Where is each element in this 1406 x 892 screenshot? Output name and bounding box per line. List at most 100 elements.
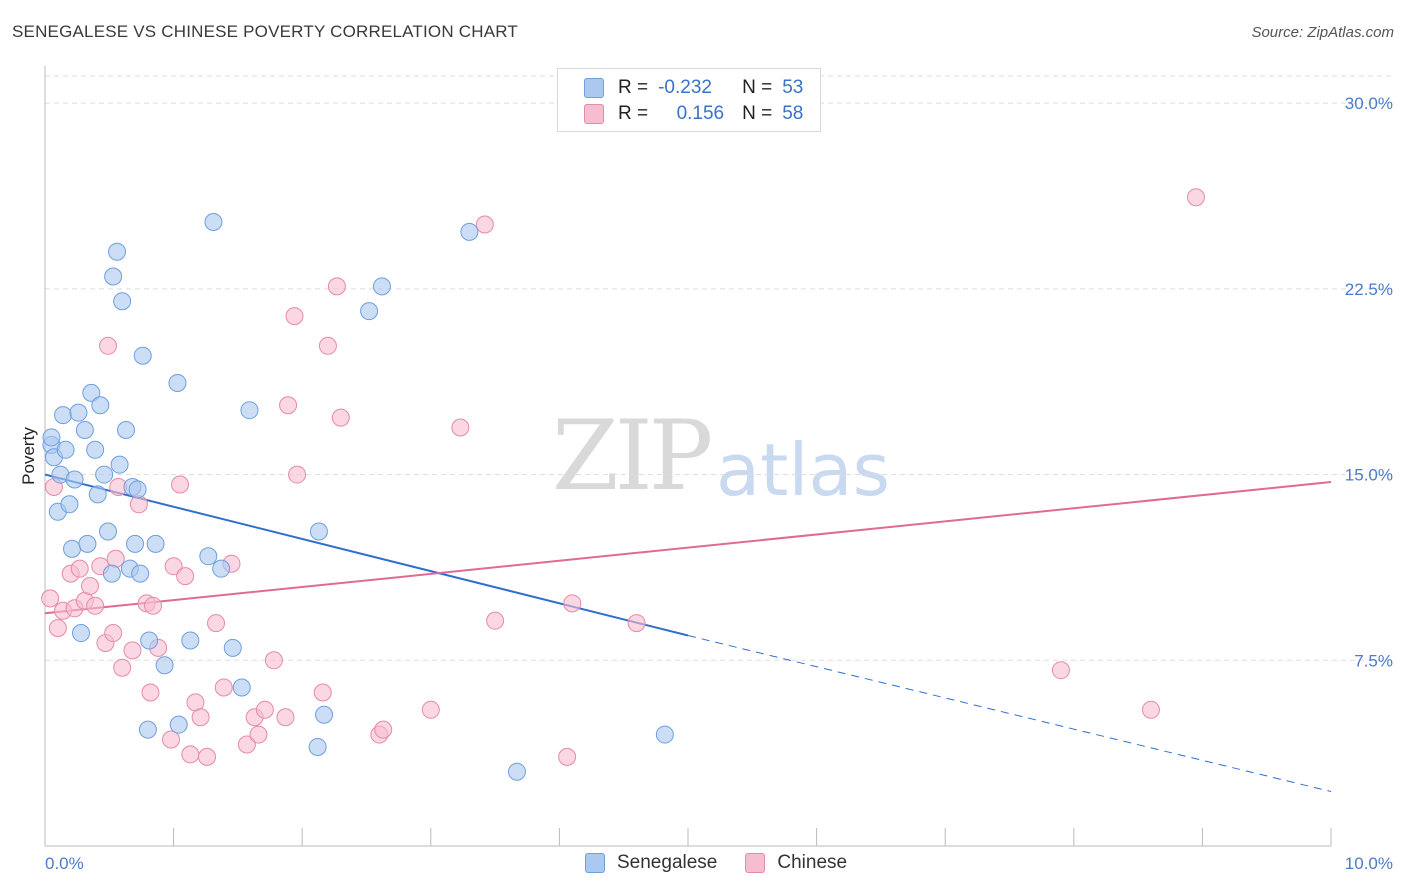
chinese-point xyxy=(1051,661,1070,680)
chinese-point xyxy=(313,683,332,702)
y-tick-label: 15.0% xyxy=(1345,466,1393,485)
chinese-point xyxy=(191,708,210,727)
chinese-point xyxy=(255,700,274,719)
senegalese-point xyxy=(88,485,107,504)
senegalese-point xyxy=(181,631,200,650)
senegalese-point xyxy=(113,292,132,311)
chinese-point xyxy=(1141,700,1160,719)
senegalese-point xyxy=(54,406,73,425)
legend-row-chinese: R = 0.156 N = 58 xyxy=(584,102,803,126)
chinese-point xyxy=(181,745,200,764)
legend-item-label: Senegalese xyxy=(617,852,718,873)
senegalese-point xyxy=(82,383,101,402)
y-tick-label: 22.5% xyxy=(1345,280,1393,299)
senegalese-point xyxy=(507,762,526,781)
senegalese-point xyxy=(308,737,327,756)
chinese-point xyxy=(279,396,298,415)
senegalese-point xyxy=(86,440,105,459)
senegalese-point xyxy=(309,522,328,541)
chinese-point xyxy=(106,549,125,568)
chinese-point xyxy=(288,465,307,484)
legend-n-label: N = xyxy=(742,77,773,98)
chinese-point xyxy=(475,215,494,234)
legend-row-senegalese: R = -0.232 N = 53 xyxy=(584,76,803,100)
axis-labels: 7.5% 15.0% 22.5% 30.0% 0.0% 10.0% Poverty xyxy=(19,94,1393,873)
senegalese-point xyxy=(138,720,157,739)
chinese-point xyxy=(285,307,304,326)
senegalese-legend-swatch xyxy=(585,853,605,873)
chinese-point xyxy=(162,730,181,749)
legend-item-label: Chinese xyxy=(777,852,848,873)
senegalese-point xyxy=(126,534,145,553)
chinese-point xyxy=(123,641,142,660)
senegalese-point xyxy=(360,302,379,321)
senegalese-point xyxy=(95,465,114,484)
chinese-legend-swatch xyxy=(745,853,766,873)
chinese-point xyxy=(144,596,163,615)
senegalese-point xyxy=(155,656,174,675)
chinese-point xyxy=(264,651,283,670)
chinese-point xyxy=(70,559,89,578)
senegalese-point xyxy=(91,396,110,415)
senegalese-point xyxy=(372,277,391,296)
senegalese-point xyxy=(133,346,152,365)
chinese-trend-line xyxy=(44,481,1332,615)
legend-n-value: 58 xyxy=(782,103,804,124)
chinese-point xyxy=(374,720,393,739)
x-tick-label: 10.0% xyxy=(1345,854,1393,873)
chinese-point xyxy=(164,557,183,576)
data-points xyxy=(41,188,1205,781)
senegalese-point xyxy=(65,470,84,489)
senegalese-point xyxy=(199,547,218,566)
legend-n-label: N = xyxy=(742,103,773,124)
legend-r-value: -0.232 xyxy=(658,77,712,98)
chinese-point xyxy=(421,700,440,719)
chinese-point xyxy=(276,708,295,727)
chinese-point xyxy=(176,567,195,586)
chinese-point xyxy=(214,678,233,697)
senegalese-point xyxy=(169,715,188,734)
legend-item-chinese[interactable]: Chinese xyxy=(745,852,847,874)
senegalese-point xyxy=(56,440,75,459)
chinese-point xyxy=(171,475,190,494)
senegalese-point xyxy=(128,480,147,499)
legend-item-senegalese[interactable]: Senegalese xyxy=(585,852,717,874)
chinese-point xyxy=(99,336,118,355)
senegalese-point xyxy=(108,242,127,261)
legend-r-value: 0.156 xyxy=(676,103,725,124)
senegalese-point xyxy=(315,705,334,724)
senegalese-point xyxy=(60,495,79,514)
chinese-point xyxy=(207,614,226,633)
chinese-point xyxy=(104,624,123,643)
y-tick-label: 7.5% xyxy=(1354,651,1393,670)
chinese-point xyxy=(627,614,646,633)
senegalese-point xyxy=(78,534,97,553)
senegalese-point xyxy=(460,222,479,241)
senegalese-point xyxy=(99,522,118,541)
chinese-point xyxy=(558,747,577,766)
chinese-point xyxy=(237,735,256,754)
chinese-point xyxy=(331,408,350,427)
correlation-legend: R = -0.232 N = 53 R = 0.156 N = 58 xyxy=(557,68,821,132)
trend-lines xyxy=(44,473,1332,793)
x-tick-label: 0.0% xyxy=(45,854,84,873)
chinese-point xyxy=(1186,188,1205,207)
senegalese-point xyxy=(223,638,242,657)
senegalese-point xyxy=(72,624,91,643)
senegalese-point xyxy=(140,631,159,650)
chart-title: SENEGALESE VS CHINESE POVERTY CORRELATIO… xyxy=(12,22,518,41)
source-label: Source: ZipAtlas.com xyxy=(1251,24,1394,41)
senegalese-trend-extension xyxy=(687,635,1332,793)
chinese-point xyxy=(249,725,268,744)
legend-r-label: R = xyxy=(618,77,649,98)
legend-n-value: 53 xyxy=(782,77,804,98)
chinese-point xyxy=(563,594,582,613)
watermark-atlas: atlas xyxy=(716,428,890,512)
series-legend: Senegalese Chinese xyxy=(585,852,875,874)
senegalese-point xyxy=(168,373,187,392)
legend-r-label: R = xyxy=(618,103,649,124)
chinese-point xyxy=(318,336,337,355)
y-axis-title: Poverty xyxy=(19,427,38,485)
senegalese-point xyxy=(131,564,150,583)
chinese-point xyxy=(451,418,470,437)
